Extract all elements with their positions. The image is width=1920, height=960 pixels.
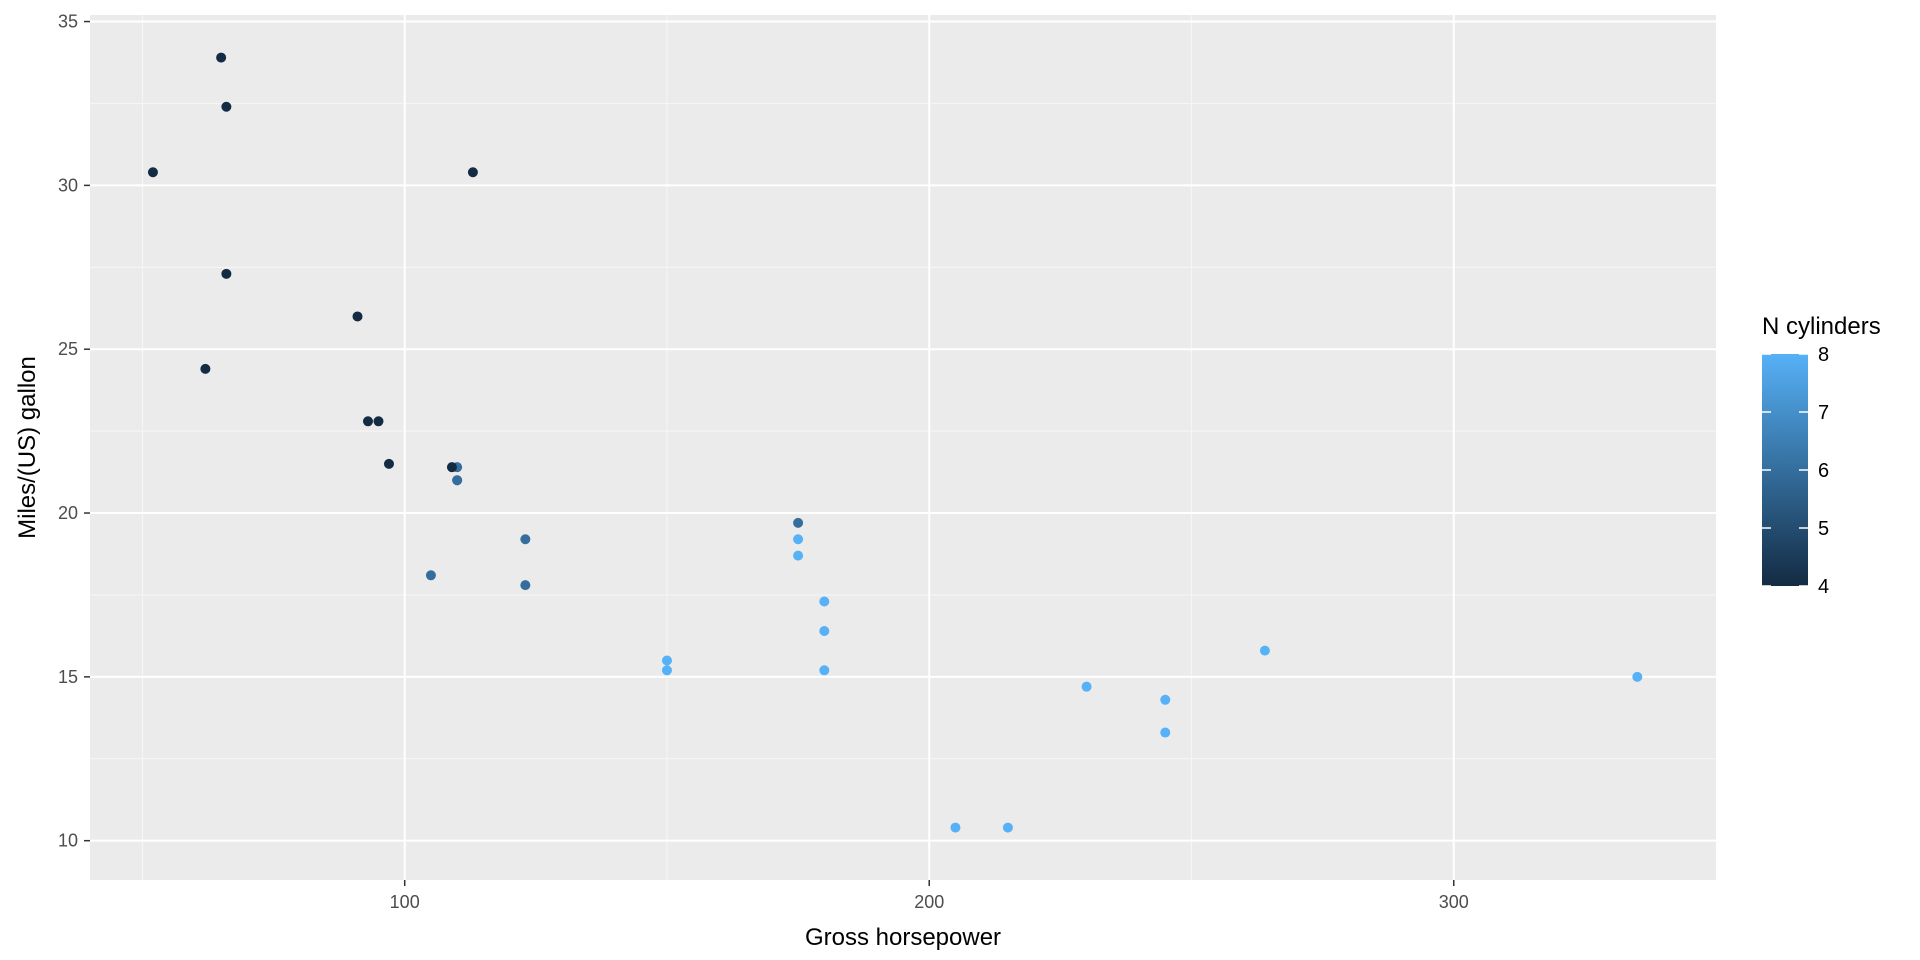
data-point (661, 655, 672, 666)
data-point (452, 475, 463, 486)
minor-gridlines (90, 15, 1716, 880)
legend-title: N cylinders (1762, 313, 1881, 340)
y-tick-label: 10 (58, 831, 78, 851)
data-points (147, 52, 1643, 833)
x-tick-label: 200 (914, 892, 944, 912)
major-gridlines (90, 15, 1716, 880)
data-point (467, 167, 478, 178)
data-point (373, 416, 384, 427)
x-axis-title: Gross horsepower (805, 924, 1001, 951)
data-point (1160, 694, 1171, 705)
data-point (793, 517, 804, 528)
data-point (362, 416, 373, 427)
data-point (793, 534, 804, 545)
data-point (446, 462, 457, 473)
data-point (793, 550, 804, 561)
x-tick-label: 100 (390, 892, 420, 912)
data-point (1259, 645, 1270, 656)
data-point (661, 665, 672, 676)
y-axis: 10 15 20 25 30 35 (58, 12, 90, 851)
legend-tick-label: 4 (1818, 576, 1829, 598)
data-point (425, 570, 436, 581)
data-point (1160, 727, 1171, 738)
data-point (1081, 681, 1092, 692)
legend-tick-label: 8 (1818, 344, 1829, 366)
legend-tick-label: 7 (1818, 402, 1829, 424)
plot-panel (90, 15, 1716, 880)
data-point (383, 458, 394, 469)
data-point (1002, 822, 1013, 833)
x-tick-label: 300 (1439, 892, 1469, 912)
data-point (221, 101, 232, 112)
legend-tick-label: 5 (1818, 518, 1829, 540)
data-point (216, 52, 227, 63)
data-point (352, 311, 363, 322)
y-axis-title: Miles/(US) gallon (14, 356, 41, 539)
legend: N cylinders 4 5 6 7 8 (1762, 313, 1881, 598)
legend-ticks: 4 5 6 7 8 (1762, 344, 1829, 598)
data-point (1632, 671, 1643, 682)
y-tick-label: 25 (58, 339, 78, 359)
data-point (950, 822, 961, 833)
data-point (819, 625, 830, 636)
data-point (221, 268, 232, 279)
legend-tick-label: 6 (1818, 460, 1829, 482)
x-axis: 100 200 300 (390, 880, 1469, 912)
data-point (520, 534, 531, 545)
data-point (200, 363, 211, 374)
data-point (520, 580, 531, 591)
data-point (819, 665, 830, 676)
y-tick-label: 30 (58, 175, 78, 195)
data-point (819, 596, 830, 607)
data-point (147, 167, 158, 178)
y-tick-label: 15 (58, 667, 78, 687)
y-tick-label: 20 (58, 503, 78, 523)
y-tick-label: 35 (58, 12, 78, 32)
